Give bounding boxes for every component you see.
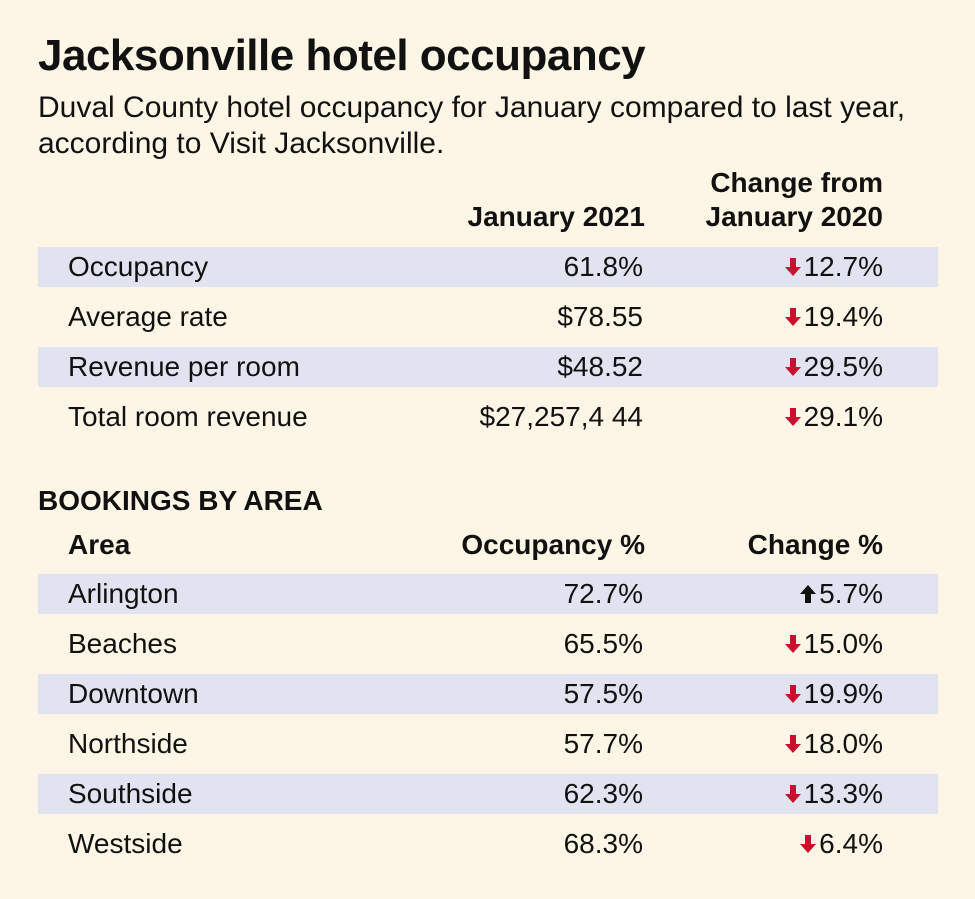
row-change-value: 13.3%: [803, 778, 883, 809]
arrow-up-icon: [800, 584, 817, 603]
row-value: $48.52: [557, 351, 643, 382]
arrow-down-icon: [784, 407, 801, 426]
column-header-january-2021: January 2021: [467, 201, 645, 232]
row-label: Occupancy: [68, 251, 209, 282]
column-header-occupancy: Occupancy %: [461, 529, 645, 560]
row-value: $78.55: [557, 301, 643, 332]
column-header-change-line1: Change from: [710, 167, 883, 198]
chart-subtitle: Duval County hotel occupancy for January…: [38, 91, 906, 160]
arrow-down-icon: [784, 634, 801, 653]
table-row: Downtown 57.5% 19.9%: [38, 674, 938, 714]
table-row: Average rate $78.55 19.4%: [38, 297, 938, 337]
section-title-bookings-by-area: BOOKINGS BY AREA: [38, 485, 323, 516]
table-row: Northside 57.7% 18.0%: [38, 724, 938, 764]
row-label: Beaches: [68, 628, 177, 659]
row-change: 13.3%: [784, 774, 883, 814]
row-change-value: 15.0%: [803, 628, 883, 659]
row-value: 57.7%: [563, 728, 643, 759]
row-change-value: 29.5%: [803, 351, 883, 382]
arrow-down-icon: [784, 784, 801, 803]
row-change: 5.7%: [799, 574, 883, 614]
table-row: Southside 62.3% 13.3%: [38, 774, 938, 814]
column-header-area: Area: [68, 529, 131, 560]
chart-title: Jacksonville hotel occupancy: [38, 31, 646, 80]
table-row: Revenue per room $48.52 29.5%: [38, 347, 938, 387]
arrow-down-icon: [784, 734, 801, 753]
arrow-down-icon: [784, 307, 801, 326]
row-value: 62.3%: [563, 778, 643, 809]
row-change: 19.4%: [784, 297, 883, 337]
row-change: 19.9%: [784, 674, 883, 714]
row-change: 29.1%: [784, 397, 883, 437]
row-value: 68.3%: [563, 828, 643, 859]
arrow-down-icon: [800, 834, 817, 853]
row-value: $27,257,4 44: [479, 401, 644, 432]
row-change: 6.4%: [799, 824, 883, 864]
row-value: 65.5%: [563, 628, 643, 659]
table-row: Westside 68.3% 6.4%: [38, 824, 938, 864]
row-label: Southside: [68, 778, 193, 809]
row-label: Average rate: [68, 301, 228, 332]
table-row: Arlington 72.7% 5.7%: [38, 574, 938, 614]
row-change: 15.0%: [784, 624, 883, 664]
row-change-value: 29.1%: [803, 401, 883, 432]
column-header-change: Change %: [747, 529, 883, 560]
row-change-value: 19.9%: [803, 678, 883, 709]
row-label: Westside: [68, 828, 183, 859]
row-label: Downtown: [68, 678, 199, 709]
row-value: 57.5%: [563, 678, 643, 709]
row-value: 61.8%: [563, 251, 643, 282]
row-change-value: 5.7%: [819, 578, 883, 609]
row-label: Northside: [68, 728, 188, 759]
row-label: Arlington: [68, 578, 179, 609]
row-change-value: 18.0%: [803, 728, 883, 759]
row-label: Total room revenue: [68, 401, 308, 432]
arrow-down-icon: [784, 257, 801, 276]
row-change: 29.5%: [784, 347, 883, 387]
row-value: 72.7%: [563, 578, 643, 609]
arrow-down-icon: [784, 357, 801, 376]
table-row: Occupancy 61.8% 12.7%: [38, 247, 938, 287]
row-change-value: 6.4%: [819, 828, 883, 859]
arrow-down-icon: [784, 684, 801, 703]
row-change: 12.7%: [784, 247, 883, 287]
table-row: Beaches 65.5% 15.0%: [38, 624, 938, 664]
row-label: Revenue per room: [68, 351, 300, 382]
row-change-value: 19.4%: [803, 301, 883, 332]
table-row: Total room revenue $27,257,4 44 29.1%: [38, 397, 938, 437]
column-header-change-line2: January 2020: [705, 201, 883, 232]
row-change: 18.0%: [784, 724, 883, 764]
row-change-value: 12.7%: [803, 251, 883, 282]
